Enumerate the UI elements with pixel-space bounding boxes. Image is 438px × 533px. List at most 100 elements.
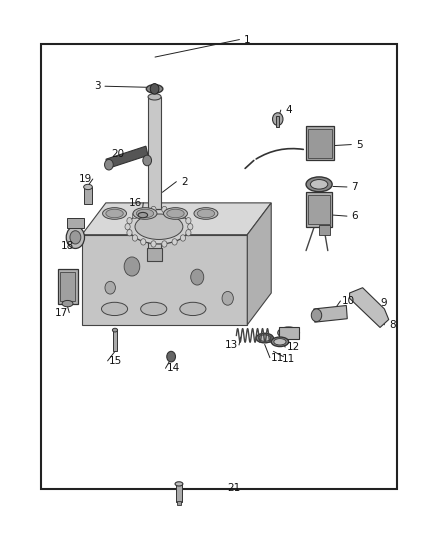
Circle shape [191, 269, 204, 285]
Ellipse shape [148, 94, 161, 100]
Ellipse shape [113, 328, 117, 332]
Ellipse shape [311, 180, 328, 189]
Bar [106, 146, 148, 168]
Bar [279, 327, 299, 338]
Circle shape [162, 241, 167, 247]
Circle shape [124, 257, 140, 276]
Text: 11: 11 [282, 354, 295, 364]
Ellipse shape [70, 231, 81, 244]
Circle shape [311, 309, 322, 321]
Ellipse shape [84, 184, 92, 190]
Bar [308, 195, 330, 224]
Circle shape [186, 217, 191, 224]
Circle shape [105, 159, 113, 170]
Text: 16: 16 [129, 198, 142, 208]
Ellipse shape [278, 327, 300, 338]
Circle shape [143, 155, 152, 166]
Ellipse shape [271, 337, 289, 346]
Polygon shape [247, 203, 271, 325]
Ellipse shape [167, 209, 184, 217]
Circle shape [141, 239, 146, 245]
Circle shape [167, 351, 176, 362]
Bar [67, 217, 84, 228]
Text: 9: 9 [380, 297, 387, 308]
Bar [60, 272, 75, 301]
Ellipse shape [141, 302, 167, 316]
Ellipse shape [163, 208, 187, 219]
Bar [306, 126, 334, 160]
Text: 19: 19 [78, 174, 92, 184]
Ellipse shape [135, 214, 183, 239]
Bar [84, 187, 92, 204]
Text: 13: 13 [225, 340, 238, 350]
Bar [113, 330, 117, 351]
Circle shape [187, 223, 193, 230]
Text: 3: 3 [94, 81, 100, 91]
Circle shape [186, 230, 191, 236]
Polygon shape [82, 235, 247, 325]
Circle shape [150, 84, 159, 94]
Bar [276, 116, 279, 126]
Circle shape [125, 223, 130, 230]
Ellipse shape [128, 209, 189, 244]
Text: 1: 1 [244, 35, 251, 45]
Ellipse shape [102, 208, 127, 219]
Text: 5: 5 [356, 140, 363, 150]
Bar [308, 128, 332, 158]
Ellipse shape [256, 333, 273, 343]
Ellipse shape [274, 338, 286, 345]
Text: 8: 8 [389, 320, 396, 330]
Ellipse shape [194, 208, 218, 219]
Ellipse shape [133, 208, 157, 219]
Text: 6: 6 [351, 211, 358, 221]
Text: 10: 10 [342, 296, 355, 306]
Text: 2: 2 [181, 176, 187, 187]
Ellipse shape [146, 85, 163, 93]
Bar [314, 305, 347, 322]
Circle shape [151, 206, 156, 213]
Bar [147, 248, 162, 261]
Bar [177, 501, 181, 505]
Circle shape [141, 208, 146, 215]
Circle shape [180, 212, 186, 219]
Ellipse shape [136, 209, 154, 217]
Ellipse shape [175, 482, 183, 486]
Bar [58, 269, 78, 304]
Text: 11: 11 [271, 353, 284, 362]
Polygon shape [82, 203, 271, 235]
Circle shape [127, 217, 132, 224]
Ellipse shape [102, 302, 127, 316]
Bar [41, 44, 397, 489]
Bar [319, 225, 330, 235]
Text: 18: 18 [61, 241, 74, 252]
Bar [148, 97, 161, 256]
Ellipse shape [197, 209, 215, 217]
Text: 14: 14 [167, 364, 180, 373]
Circle shape [272, 113, 283, 125]
Ellipse shape [62, 301, 73, 307]
Circle shape [132, 235, 138, 241]
Text: 20: 20 [111, 149, 124, 159]
Ellipse shape [258, 335, 271, 341]
Ellipse shape [106, 209, 123, 217]
Ellipse shape [66, 226, 85, 248]
Circle shape [162, 206, 167, 213]
Text: 7: 7 [351, 182, 358, 192]
Circle shape [127, 230, 132, 236]
Text: 17: 17 [55, 308, 68, 318]
Ellipse shape [306, 177, 332, 192]
Bar [306, 192, 332, 227]
Text: 15: 15 [109, 356, 122, 366]
Circle shape [172, 239, 177, 245]
Circle shape [180, 235, 186, 241]
Text: 12: 12 [286, 342, 300, 352]
Circle shape [105, 281, 116, 294]
Polygon shape [350, 288, 389, 327]
Bar [177, 484, 182, 503]
Circle shape [132, 212, 138, 219]
Text: 4: 4 [285, 105, 292, 115]
Circle shape [172, 208, 177, 215]
Ellipse shape [138, 213, 148, 217]
Circle shape [222, 292, 233, 305]
Ellipse shape [180, 302, 206, 316]
